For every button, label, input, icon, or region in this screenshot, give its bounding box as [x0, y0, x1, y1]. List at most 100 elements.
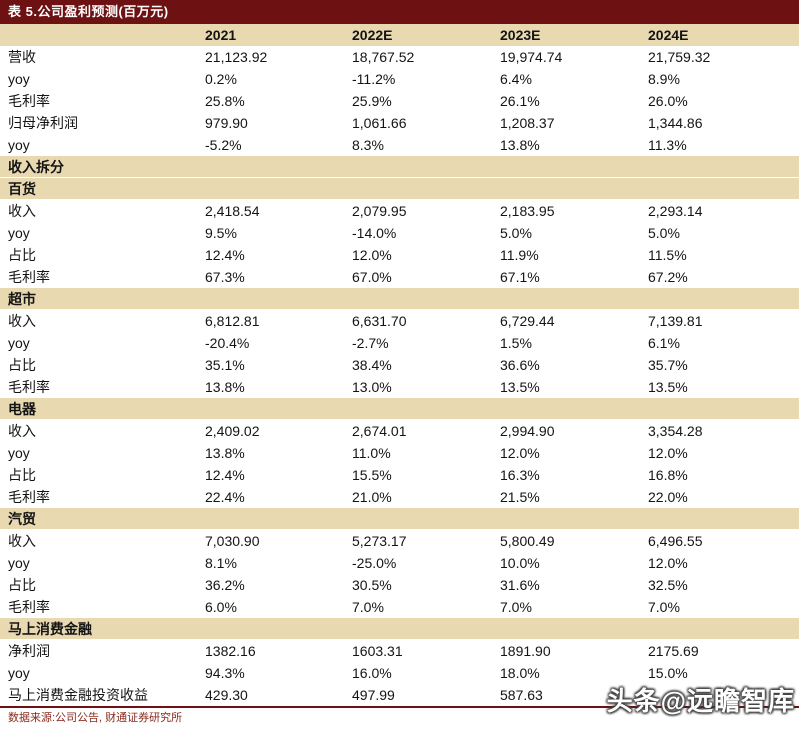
cell-value: 13.8%: [205, 445, 245, 461]
cell-value: 22.0%: [648, 489, 688, 505]
cell-value: 5.0%: [500, 225, 532, 241]
section-row: 马上消费金融: [0, 618, 799, 640]
table-row: 占比 12.4% 12.0% 11.9% 11.5%: [0, 244, 799, 266]
section-label: 汽贸: [8, 511, 36, 527]
table-row: 毛利率 13.8% 13.0% 13.5% 13.5%: [0, 376, 799, 398]
header-cell-year: 2023E: [500, 27, 541, 43]
cell-value: 25.9%: [352, 93, 392, 109]
table-row: yoy 0.2% -11.2% 6.4% 8.9%: [0, 68, 799, 90]
cell-value: 6,496.55: [648, 533, 703, 549]
cell-value: 11.0%: [352, 445, 391, 461]
row-label: yoy: [8, 335, 30, 351]
cell-value: 1,344.86: [648, 115, 703, 131]
table-title-bar: 表 5.公司盈利预测(百万元): [0, 0, 799, 24]
table-row: 收入 2,418.54 2,079.95 2,183.95 2,293.14: [0, 200, 799, 222]
table-row: 毛利率 25.8% 25.9% 26.1% 26.0%: [0, 90, 799, 112]
cell-value: 497.99: [352, 687, 395, 703]
cell-value: 587.63: [500, 687, 543, 703]
table-row: yoy 8.1% -25.0% 10.0% 12.0%: [0, 552, 799, 574]
section-row: 汽贸: [0, 508, 799, 530]
row-label: 占比: [8, 577, 36, 593]
cell-value: 6.4%: [500, 71, 532, 87]
cell-value: 21.0%: [352, 489, 392, 505]
table-header-row: 2021 2022E 2023E 2024E: [0, 24, 799, 46]
cell-value: 21,759.32: [648, 49, 711, 65]
row-label: 毛利率: [8, 379, 50, 395]
cell-value: 1603.31: [352, 643, 403, 659]
row-label: 占比: [8, 357, 36, 373]
cell-value: -20.4%: [205, 335, 250, 351]
table-row: 营收 21,123.92 18,767.52 19,974.74 21,759.32: [0, 46, 799, 68]
table-row: 马上消费金融投资收益 429.30 497.99 587.63: [0, 684, 799, 706]
section-label: 百货: [8, 181, 36, 197]
row-label: 归母净利润: [8, 115, 78, 131]
row-label: 毛利率: [8, 93, 50, 109]
row-label: 收入: [8, 423, 36, 439]
cell-value: -14.0%: [352, 225, 397, 241]
table-row: 占比 36.2% 30.5% 31.6% 32.5%: [0, 574, 799, 596]
cell-value: 6,812.81: [205, 313, 260, 329]
table-body: 营收 21,123.92 18,767.52 19,974.74 21,759.32 yo…: [0, 46, 799, 706]
cell-value: 1,208.37: [500, 115, 555, 131]
table-title: 表 5.公司盈利预测(百万元): [8, 4, 169, 19]
row-label: 营收: [8, 49, 36, 65]
cell-value: 6,631.70: [352, 313, 407, 329]
cell-value: 2,079.95: [352, 203, 407, 219]
row-label: 净利润: [8, 643, 50, 659]
cell-value: 67.1%: [500, 269, 540, 285]
cell-value: 15.0%: [648, 665, 688, 681]
cell-value: 67.0%: [352, 269, 392, 285]
cell-value: 25.8%: [205, 93, 245, 109]
header-cell-year: 2021: [205, 27, 237, 43]
table-row: 毛利率 6.0% 7.0% 7.0% 7.0%: [0, 596, 799, 618]
table-row: yoy 9.5% -14.0% 5.0% 5.0%: [0, 222, 799, 244]
cell-value: [640, 684, 799, 706]
cell-value: 2,994.90: [500, 423, 555, 439]
cell-value: 2,418.54: [205, 203, 260, 219]
cell-value: 36.6%: [500, 357, 540, 373]
cell-value: 31.6%: [500, 577, 540, 593]
cell-value: 6.0%: [205, 599, 237, 615]
cell-value: 7,030.90: [205, 533, 260, 549]
cell-value: 429.30: [205, 687, 248, 703]
cell-value: 0.2%: [205, 71, 237, 87]
header-cell-empty: [0, 24, 197, 46]
cell-value: 12.0%: [648, 555, 688, 571]
cell-value: 67.3%: [205, 269, 245, 285]
cell-value: -11.2%: [352, 71, 396, 87]
cell-value: 2,674.01: [352, 423, 407, 439]
cell-value: 12.0%: [500, 445, 540, 461]
cell-value: 8.1%: [205, 555, 237, 571]
section-label: 超市: [8, 291, 36, 307]
cell-value: 67.2%: [648, 269, 688, 285]
cell-value: -25.0%: [352, 555, 397, 571]
row-label: yoy: [8, 665, 30, 681]
cell-value: 12.4%: [205, 467, 245, 483]
section-label: 马上消费金融: [8, 621, 92, 637]
cell-value: 16.8%: [648, 467, 688, 483]
cell-value: -5.2%: [205, 137, 242, 153]
cell-value: 18,767.52: [352, 49, 415, 65]
table-row: 收入 7,030.90 5,273.17 5,800.49 6,496.55: [0, 530, 799, 552]
table-row: 净利润 1382.16 1603.31 1891.90 2175.69: [0, 640, 799, 662]
cell-value: 2,183.95: [500, 203, 555, 219]
row-label: yoy: [8, 71, 30, 87]
cell-value: 30.5%: [352, 577, 392, 593]
data-source-note: 数据来源:公司公告, 财通证券研究所: [8, 712, 183, 724]
cell-value: 35.1%: [205, 357, 245, 373]
cell-value: 13.5%: [500, 379, 540, 395]
row-label: 毛利率: [8, 269, 50, 285]
table-row: yoy -5.2% 8.3% 13.8% 11.3%: [0, 134, 799, 156]
cell-value: 16.3%: [500, 467, 540, 483]
cell-value: 19,974.74: [500, 49, 563, 65]
table-row: yoy -20.4% -2.7% 1.5% 6.1%: [0, 332, 799, 354]
cell-value: 13.8%: [500, 137, 540, 153]
table-row: 毛利率 22.4% 21.0% 21.5% 22.0%: [0, 486, 799, 508]
row-label: 占比: [8, 467, 36, 483]
cell-value: 2,293.14: [648, 203, 703, 219]
cell-value: 7.0%: [648, 599, 680, 615]
cell-value: 7,139.81: [648, 313, 703, 329]
row-label: 毛利率: [8, 599, 50, 615]
cell-value: 26.0%: [648, 93, 688, 109]
